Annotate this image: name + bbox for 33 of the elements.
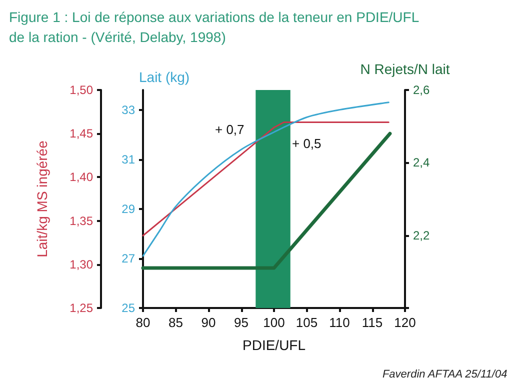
y3-tick-label: 2,4 — [413, 156, 430, 170]
x-tick-label: 110 — [329, 315, 350, 330]
y3-axis-title: N Rejets/N lait — [360, 61, 450, 77]
y-axis-title: Lait/kg MS ingérée — [34, 140, 50, 258]
y2-tick-label: 25 — [122, 301, 136, 315]
y-tick-label: 1,50 — [70, 83, 94, 97]
line-series — [142, 122, 390, 236]
annotation: + 0,7 — [215, 122, 244, 137]
x-tick-label: 85 — [168, 315, 183, 330]
y3-tick-label: 2,6 — [413, 83, 430, 97]
line-series — [142, 102, 390, 257]
x-tick-label: 90 — [201, 315, 216, 330]
x-tick-label: 80 — [136, 315, 150, 330]
x-tick-label: 105 — [296, 315, 318, 330]
y-tick-label: 1,30 — [70, 257, 94, 272]
text: Faverdin AFTAA 25/11/04 — [382, 368, 508, 380]
x-tick-label: 95 — [234, 315, 248, 330]
x-axis-title: PDIE/UFL — [242, 337, 306, 353]
y3-tick-label: 2,2 — [413, 228, 430, 242]
y2-tick-label: 33 — [122, 102, 136, 117]
x-tick-label: 120 — [394, 315, 416, 330]
x-tick-label: 100 — [263, 315, 285, 330]
y-tick-label: 1,35 — [70, 214, 94, 228]
y2-tick-label: 29 — [122, 202, 136, 216]
x-tick-label: 115 — [362, 315, 383, 330]
y2-axis-title: Lait (kg) — [139, 69, 190, 85]
chart-title: Figure 1 : Loi de réponse aux variations de la teneur en PDIE/UFL de la ration - (Vérité, Delaby, 1998) — [9, 9, 420, 45]
y2-tick-label: 31 — [122, 152, 136, 166]
annotation: + 0,5 — [292, 136, 322, 151]
y2-tick-label: 27 — [122, 251, 136, 266]
y-tick-label: 1,45 — [70, 126, 94, 141]
y-tick-label: 1,40 — [70, 170, 94, 184]
y-tick-label: 1,25 — [70, 301, 94, 315]
